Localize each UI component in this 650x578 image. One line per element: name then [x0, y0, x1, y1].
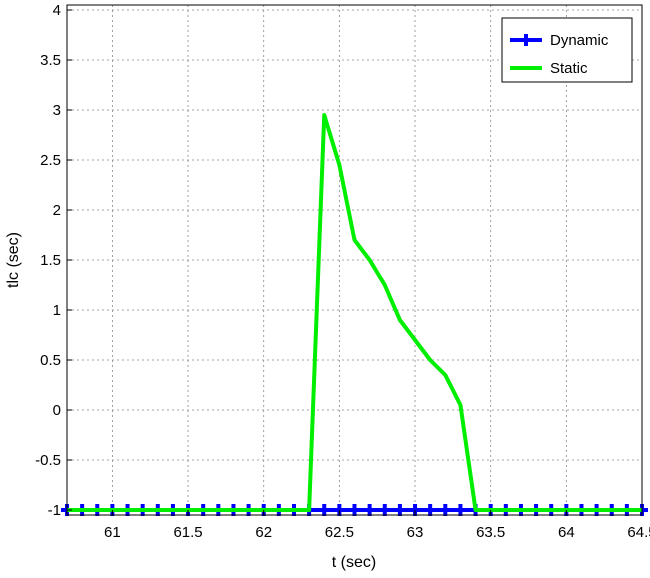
y-tick-label: 0	[53, 402, 61, 419]
series-dynamic-point	[454, 504, 467, 516]
legend-dynamic-label: Dynamic	[550, 32, 609, 49]
y-tick-label: 3	[53, 102, 61, 119]
x-tick-label: 64	[558, 524, 575, 541]
y-tick-label: 2.5	[40, 152, 61, 169]
x-tick-label: 62	[255, 524, 272, 541]
series-dynamic-point	[348, 504, 361, 516]
series-dynamic-point	[378, 504, 391, 516]
x-tick-label: 61.5	[173, 524, 202, 541]
y-tick-label: -0.5	[35, 452, 61, 469]
y-tick-label: 1.5	[40, 252, 61, 269]
x-axis-title: t (sec)	[332, 554, 376, 571]
y-tick-label: 3.5	[40, 52, 61, 69]
y-tick-label: -1	[48, 502, 61, 519]
y-tick-label: 0.5	[40, 352, 61, 369]
legend-dynamic-marker	[520, 34, 532, 46]
tick-layer: 61 61.5 62 62.5 63 63.5 64 64.5 -1 -0.5 0 0.5 1 1.5 2 2…	[35, 2, 650, 541]
y-axis-title: tlc (sec)	[5, 232, 22, 288]
series-layer	[61, 113, 648, 516]
y-tick-label: 4	[53, 2, 61, 19]
y-tick-label: 1	[53, 302, 61, 319]
x-tick-label: 61	[104, 524, 121, 541]
legend: Dynamic Static	[501, 17, 633, 83]
series-dynamic-point	[363, 504, 376, 516]
x-tick-label: 64.5	[627, 524, 650, 541]
legend-box	[501, 17, 633, 83]
x-tick-label: 63	[407, 524, 424, 541]
y-tick-label: 2	[53, 202, 61, 219]
x-tick-label: 63.5	[476, 524, 505, 541]
series-dynamic-point	[439, 504, 452, 516]
legend-static-label: Static	[550, 60, 588, 77]
series-static-line	[67, 113, 642, 512]
series-dynamic-point	[393, 504, 406, 516]
x-tick-label: 62.5	[325, 524, 354, 541]
series-dynamic-point	[424, 504, 437, 516]
series-dynamic-point	[318, 504, 331, 516]
